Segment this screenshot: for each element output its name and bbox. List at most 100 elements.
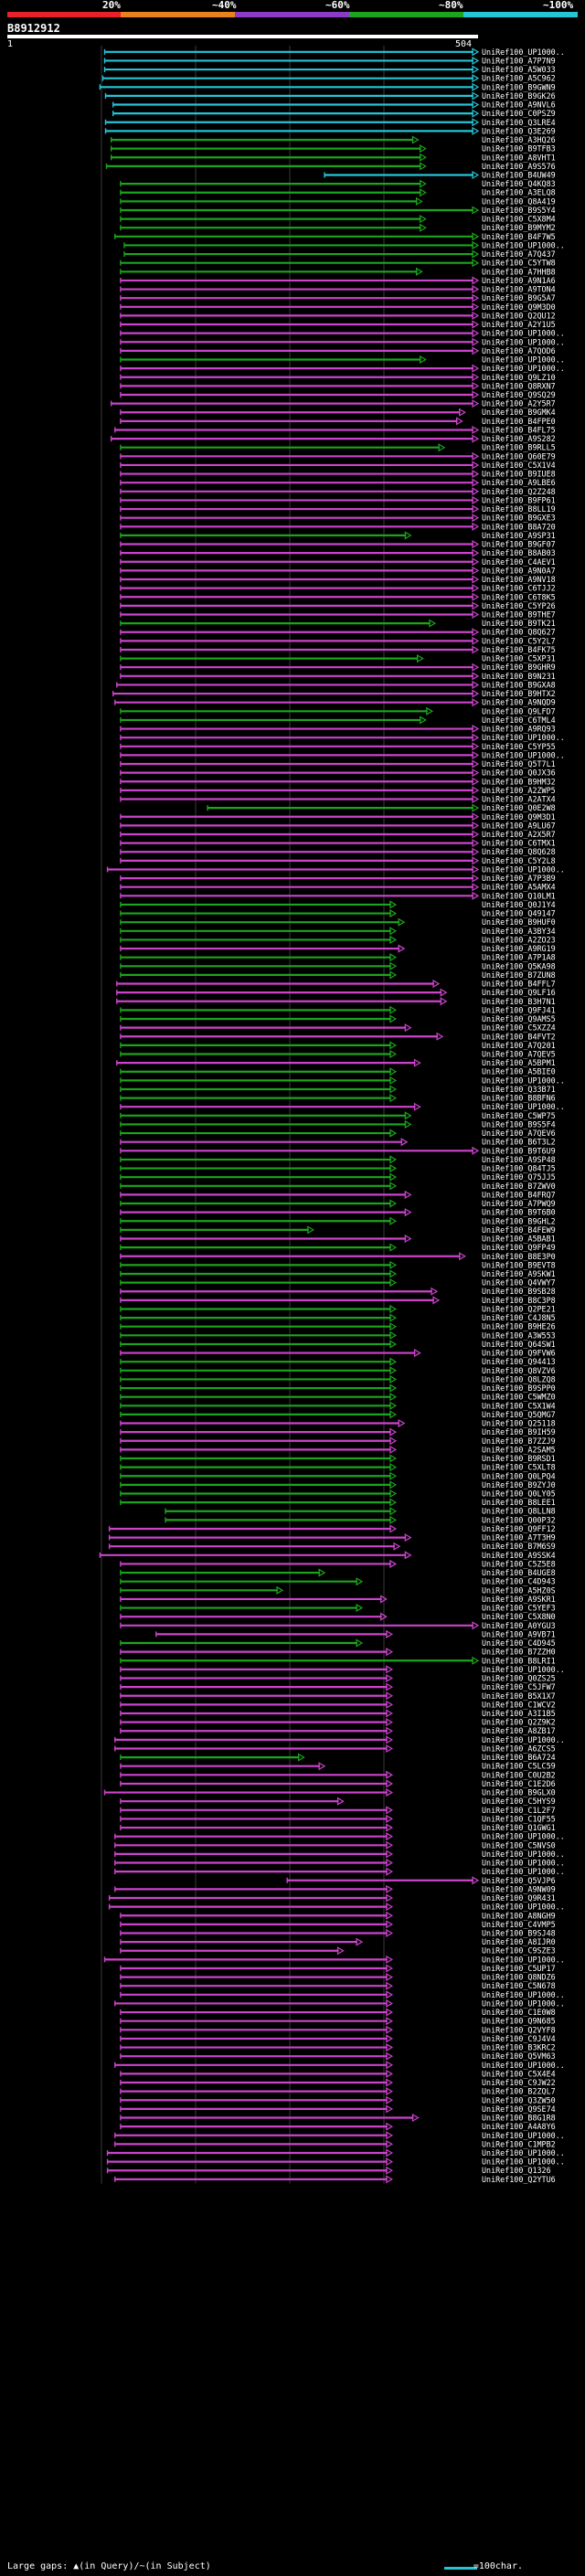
hit-arrow <box>389 935 398 944</box>
hit-arrow <box>386 1718 393 1727</box>
hit-arrow <box>386 1955 393 1964</box>
hit-label: UniRef100_A7PWQ9 <box>482 1199 556 1208</box>
hit-arrow <box>459 408 466 417</box>
hit-label: UniRef100_Q2YTU6 <box>482 2175 556 2184</box>
hit-arrow <box>393 1542 401 1551</box>
hit-arrow <box>420 153 427 162</box>
hit-arrow <box>432 979 441 989</box>
hit-arrow <box>472 109 480 118</box>
hit-label: UniRef100_B9SJ48 <box>482 1928 556 1937</box>
hit-label: UniRef100_Q0ZS25 <box>482 1674 556 1683</box>
hit-label: UniRef100_Q9LF16 <box>482 988 556 997</box>
hit-arrow <box>472 794 480 804</box>
hit-label: UniRef100_Q84TJ5 <box>482 1164 556 1173</box>
hit-arrow <box>472 434 480 443</box>
hit-label: UniRef100_C5WP75 <box>482 1111 556 1120</box>
hit-arrow <box>438 443 446 452</box>
hit-arrow <box>389 1172 398 1182</box>
hit-label: UniRef100_UP1000.. <box>482 864 565 874</box>
hit-arrow <box>389 1383 398 1393</box>
query-id: B8912912 <box>7 22 60 35</box>
hit-arrow <box>472 830 480 839</box>
hit-arrow <box>472 470 480 479</box>
hit-arrow <box>389 1269 398 1278</box>
hit-label: UniRef100_A9RQ93 <box>482 725 556 734</box>
hit-arrow <box>389 1076 398 1085</box>
hit-arrow <box>389 1322 398 1331</box>
hit-arrow <box>472 1656 480 1665</box>
hit-arrow <box>472 839 480 848</box>
hit-arrow <box>472 864 480 875</box>
hit-arrow <box>420 188 427 197</box>
hit-label: UniRef100_Q9AMS5 <box>482 1014 556 1023</box>
hit-label: UniRef100_Q8Q628 <box>482 847 556 856</box>
hit-arrow <box>472 346 480 355</box>
hit-arrow <box>472 91 480 101</box>
hit-arrow <box>386 1788 393 1797</box>
hit-arrow <box>398 944 406 953</box>
hit-label: UniRef100_A7P3B9 <box>482 874 556 883</box>
hit-arrow <box>472 680 480 689</box>
hit-label: UniRef100_A5HZ0S <box>482 1585 556 1595</box>
hit-arrow <box>386 2166 393 2175</box>
hit-arrow <box>389 1357 398 1366</box>
hit-arrow <box>386 2157 393 2167</box>
hit-label: UniRef100_A5BPM1 <box>482 1058 556 1067</box>
hit-label: UniRef100_Q3LRE4 <box>482 118 556 127</box>
hit-label: UniRef100_Q10LM1 <box>482 891 556 900</box>
hit-arrow <box>386 2008 393 2017</box>
hit-label: UniRef100_B4F7W5 <box>482 232 556 241</box>
legend-segment-80 <box>349 12 463 17</box>
hit-label: UniRef100_C5YP55 <box>482 742 556 751</box>
hit-arrow <box>386 1911 393 1920</box>
hit-arrow <box>389 1199 398 1208</box>
hit-arrow <box>389 909 398 918</box>
hit-label: UniRef100_B9RSD1 <box>482 1454 556 1463</box>
hit-label: UniRef100_B7ZZH0 <box>482 1648 556 1657</box>
hit-label: UniRef100_B9SB28 <box>482 1287 556 1296</box>
hit-label: UniRef100_Q75JJ5 <box>482 1172 556 1182</box>
hit-label: UniRef100_B9HTX2 <box>482 689 556 698</box>
hit-label: UniRef100_Q49147 <box>482 909 556 918</box>
hit-label: UniRef100_A5C962 <box>482 74 556 83</box>
hit-label: UniRef100_B9FP61 <box>482 495 556 504</box>
hit-label: UniRef100_C6TMX1 <box>482 839 556 848</box>
hit-arrow <box>420 215 427 224</box>
gap-legend-text: Large gaps: ▲(in Query)/~(in Subject) <box>7 2561 211 2571</box>
hit-arrow <box>472 1876 480 1885</box>
hit-label: UniRef100_Q8LLN8 <box>482 1507 556 1516</box>
hit-arrow <box>386 1682 393 1691</box>
hit-arrow <box>472 381 480 390</box>
hit-arrow <box>389 1005 398 1014</box>
hit-arrow <box>386 2078 393 2087</box>
hit-arrow <box>389 1129 398 1138</box>
hit-label: UniRef100_B9GK26 <box>482 91 556 101</box>
hit-arrow <box>404 1190 412 1199</box>
hit-label: UniRef100_B7ZZJ9 <box>482 1436 556 1446</box>
hit-arrow <box>389 1278 398 1288</box>
hit-arrow <box>415 267 423 276</box>
hit-arrow <box>386 1981 393 1990</box>
hit-arrow <box>380 1595 388 1604</box>
hit-arrow <box>404 1234 412 1244</box>
hit-arrow <box>404 1023 412 1033</box>
hit-label: UniRef100_B9HM32 <box>482 777 556 786</box>
legend-label-20: 20% <box>102 0 121 11</box>
hit-arrow <box>413 1058 421 1067</box>
hit-label: UniRef100_UP1000.. <box>482 2061 565 2070</box>
hit-arrow <box>472 56 480 65</box>
hit-arrow <box>404 531 412 540</box>
hit-label: UniRef100_A9LBE6 <box>482 478 556 487</box>
hit-label: UniRef100_B9MYM2 <box>482 223 556 232</box>
hit-label: UniRef100_B7ZUN8 <box>482 970 556 980</box>
hit-arrow <box>386 1884 393 1893</box>
hit-label: UniRef100_UP1000.. <box>482 337 565 346</box>
hit-arrow <box>389 1410 398 1419</box>
hit-label: UniRef100_Q8VZV6 <box>482 1366 556 1375</box>
hit-label: UniRef100_A3BY34 <box>482 927 556 936</box>
hit-label: UniRef100_A9S576 <box>482 162 556 171</box>
hit-arrow <box>472 1621 480 1630</box>
hit-arrow <box>420 716 427 725</box>
hit-label: UniRef100_A2ATX4 <box>482 795 556 804</box>
hit-arrow <box>416 654 424 663</box>
